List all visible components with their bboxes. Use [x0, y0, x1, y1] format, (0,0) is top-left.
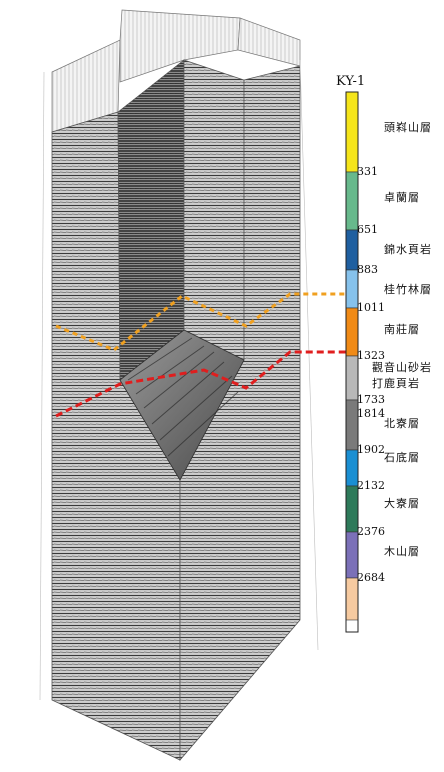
depth-label: 883 [357, 264, 378, 276]
formation-band-10 [346, 578, 358, 620]
formation-label: 大寮層 [384, 498, 420, 510]
formation-band-0 [346, 92, 358, 172]
formation-label: 石底層 [384, 452, 420, 464]
formation-label: 木山層 [384, 546, 420, 558]
formation-label: 卓蘭層 [384, 192, 420, 204]
formation-label: 錦水頁岩 [384, 244, 432, 256]
formation-label: 桂竹林層 [384, 284, 432, 296]
formation-label: 南莊層 [384, 324, 420, 336]
depth-label: 331 [357, 166, 378, 178]
well-name: KY-1 [336, 74, 365, 89]
formation-label: 觀音山砂岩 [372, 362, 432, 374]
depth-label: 1814 [357, 408, 385, 420]
formation-label: 頭嵙山層 [384, 122, 432, 134]
formation-label: 打鹿頁岩 [372, 378, 420, 390]
depth-label: 1902 [357, 444, 385, 456]
formation-label: 北寮層 [384, 418, 420, 430]
depth-label: 1011 [357, 302, 385, 314]
depth-label: 2132 [357, 480, 385, 492]
depth-label: 2684 [357, 572, 385, 584]
depth-label: 2376 [357, 526, 385, 538]
formation-band-1 [346, 172, 358, 230]
depth-label: 651 [357, 224, 378, 236]
depth-label: 1733 [357, 394, 385, 406]
